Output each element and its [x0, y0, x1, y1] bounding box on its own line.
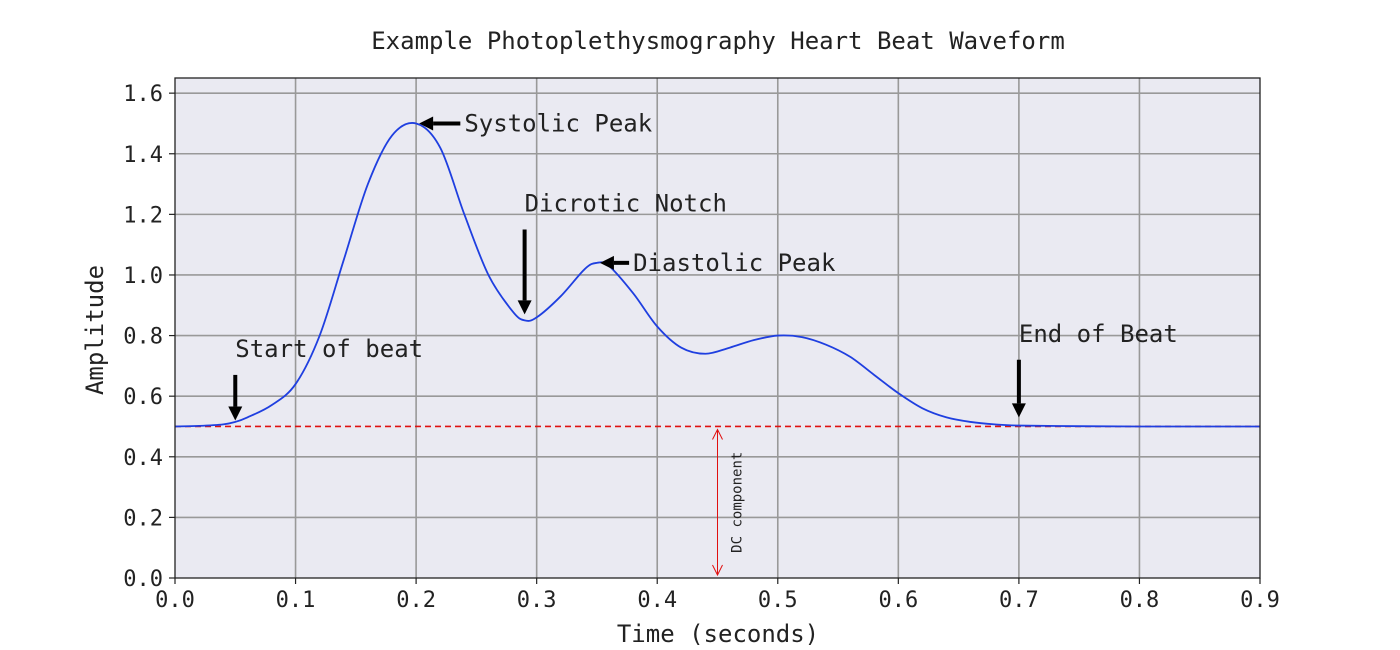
x-tick-labels: 0.0 0.1 0.2 0.3 0.4 0.5 0.6 0.7 0.8 0.9: [155, 578, 1280, 613]
annotation-label: Dicrotic Notch: [525, 189, 727, 217]
x-tick-label: 0.5: [758, 588, 798, 613]
x-tick-label: 0.8: [1120, 588, 1160, 613]
x-tick-label: 0.4: [637, 588, 677, 613]
y-tick-labels: 0.0 0.2 0.4 0.6 0.8 1.0 1.2 1.4 1.6: [123, 82, 175, 592]
x-tick-label: 0.9: [1240, 588, 1280, 613]
y-tick-label: 0.8: [123, 325, 163, 350]
dc-component-label: DC component: [730, 452, 746, 553]
plot-frame: [174, 77, 1261, 579]
x-tick-label: 0.3: [517, 588, 557, 613]
annotation-label: Diastolic Peak: [633, 249, 836, 277]
y-tick-label: 1.4: [123, 143, 163, 168]
x-tick-label: 0.1: [276, 588, 316, 613]
x-tick-label: 0.7: [999, 588, 1039, 613]
y-tick-label: 0.6: [123, 385, 163, 410]
annotation-arrow-head: [1011, 403, 1026, 418]
annotations: Systolic Peak Dicrotic Notch Diastolic Pea…: [228, 109, 1178, 421]
annotation-arrow-head: [228, 406, 243, 421]
y-tick-label: 1.2: [123, 203, 163, 228]
dc-arrow-head-top: [712, 428, 723, 440]
y-tick-label: 1.6: [123, 82, 163, 107]
x-tick-label: 0.2: [396, 588, 436, 613]
annotation-label: Start of beat: [235, 335, 423, 363]
x-tick-label: 0.6: [878, 588, 918, 613]
chart-title: Example Photoplethysmography Heart Beat …: [371, 27, 1065, 55]
annotation-arrow-head: [599, 255, 614, 270]
annotation-label: End of Beat: [1019, 320, 1178, 348]
x-tick-label: 0.0: [155, 588, 195, 613]
dc-component-arrow: DC component: [712, 428, 746, 577]
annotation-arrow-head: [517, 300, 532, 315]
y-tick-label: 0.0: [123, 567, 163, 592]
y-tick-label: 1.0: [123, 264, 163, 289]
y-axis-label: Amplitude: [81, 265, 109, 395]
annotation-arrow-head: [419, 116, 434, 131]
y-tick-label: 0.4: [123, 446, 163, 471]
annotation-label: Systolic Peak: [464, 109, 652, 137]
dc-arrow-head-bottom: [712, 564, 723, 577]
x-axis-label: Time (seconds): [617, 620, 819, 648]
y-tick-label: 0.2: [123, 506, 163, 531]
